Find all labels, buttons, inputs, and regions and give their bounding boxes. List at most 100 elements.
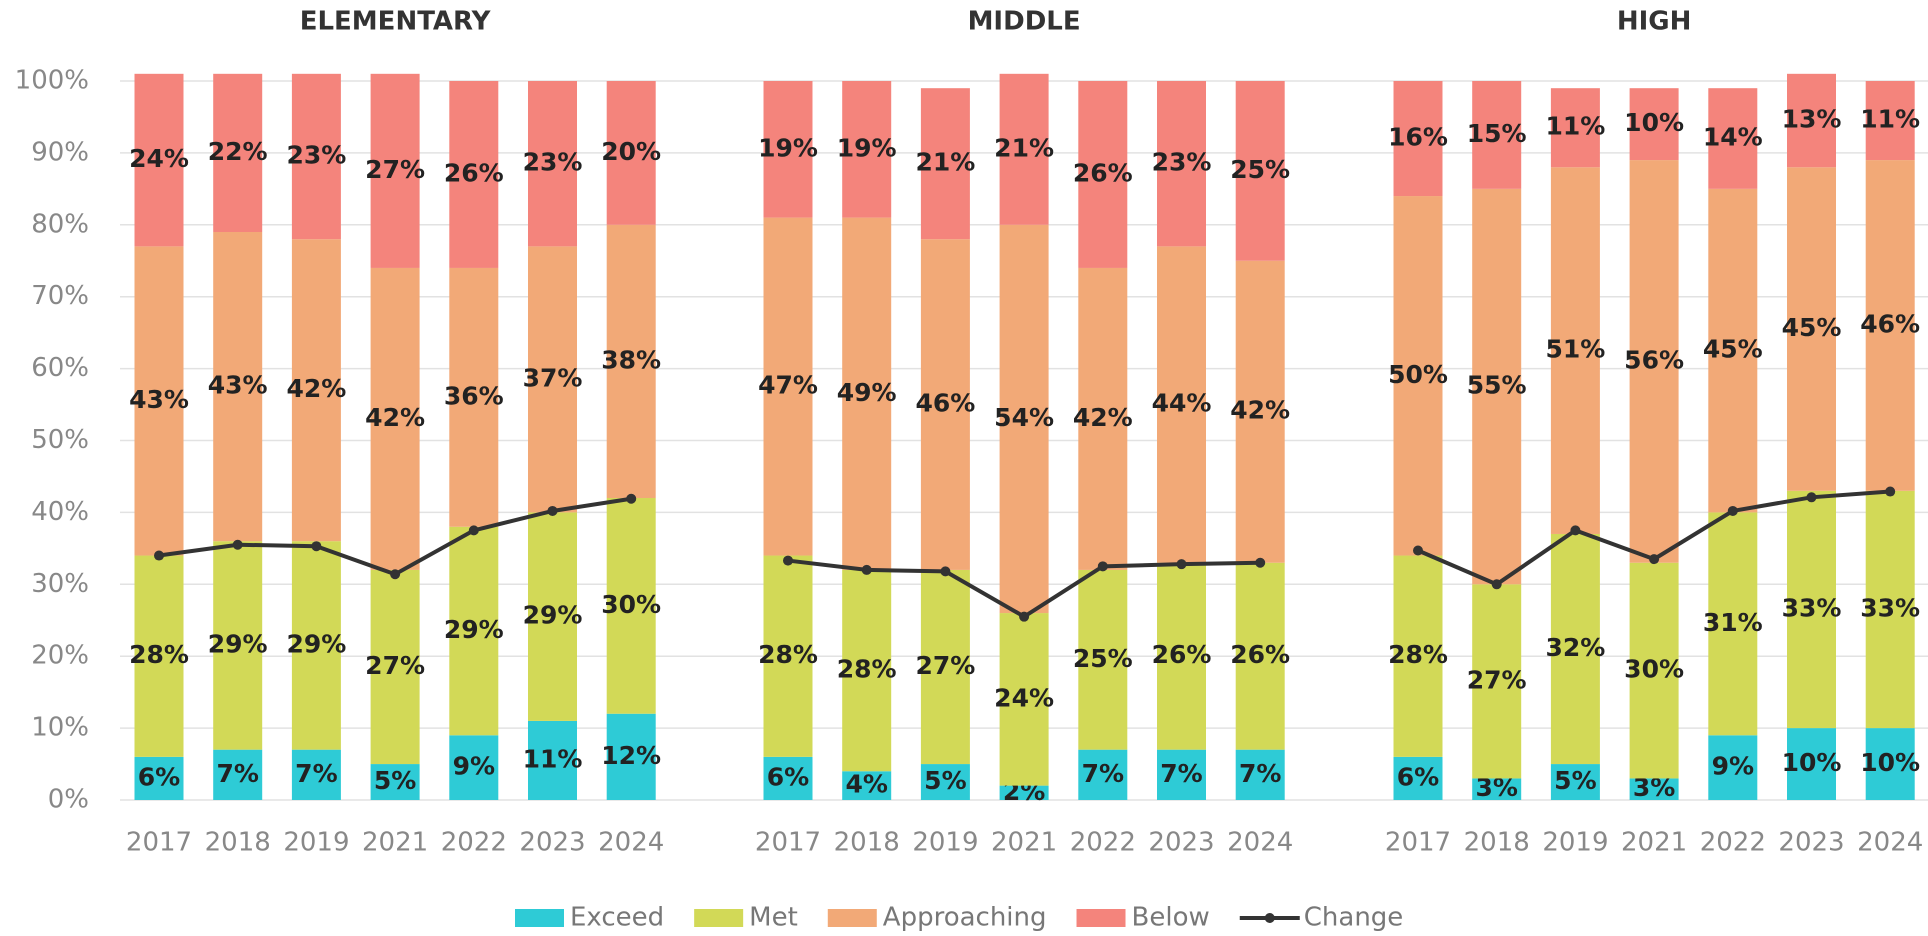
bar-segment (1708, 188, 1758, 513)
y-tick-label: 50% (31, 425, 89, 455)
data-label: 19% (758, 133, 818, 162)
bar-segment (213, 541, 263, 750)
bar-segment (920, 239, 970, 570)
data-label: 56% (1624, 345, 1684, 374)
data-label: 14% (1703, 123, 1763, 152)
data-label: 51% (1545, 335, 1605, 364)
data-label: 50% (1388, 360, 1448, 389)
data-label: 28% (1388, 640, 1448, 669)
data-label: 54% (994, 403, 1054, 432)
x-tick-label: 2019 (283, 828, 349, 858)
x-tick-label: 2024 (1227, 828, 1293, 858)
bar-segment (1157, 562, 1206, 750)
data-label: 27% (915, 651, 975, 680)
bar-segment (134, 73, 184, 247)
bar-segment (1629, 88, 1679, 161)
data-label: 7% (1082, 759, 1124, 788)
data-label: 27% (365, 155, 425, 184)
data-label: 28% (837, 655, 897, 684)
bar-segment (1787, 167, 1836, 491)
change-point (626, 493, 637, 504)
data-label: 46% (915, 389, 975, 418)
bar-segment (1157, 246, 1206, 563)
x-tick-label: 2023 (1148, 828, 1214, 858)
bar-segment (763, 217, 813, 556)
bar-segment (1629, 778, 1679, 800)
data-label: 16% (1388, 123, 1448, 152)
bar-segment (528, 512, 577, 721)
x-tick-label: 2023 (1778, 828, 1844, 858)
data-label: 28% (758, 640, 818, 669)
data-label: 27% (1467, 665, 1527, 694)
data-label: 19% (837, 133, 897, 162)
change-point (1649, 554, 1660, 565)
data-label: 23% (523, 148, 583, 177)
data-label: 29% (523, 601, 583, 630)
x-tick-label: 2017 (1385, 828, 1451, 858)
bar-segment (1550, 764, 1600, 800)
change-point (1727, 505, 1738, 516)
data-label: 45% (1703, 335, 1763, 364)
bar-segment (213, 749, 263, 800)
data-label: 37% (523, 363, 583, 392)
data-label: 7% (216, 759, 258, 788)
data-label: 44% (1152, 389, 1212, 418)
bar-segment (1235, 749, 1285, 800)
data-label: 5% (1554, 766, 1596, 795)
data-label: 4% (845, 770, 887, 799)
data-label: 26% (1073, 158, 1133, 187)
data-label: 6% (767, 762, 809, 791)
data-label: 10% (1624, 108, 1684, 137)
change-point (468, 525, 479, 536)
bar-segment (1393, 81, 1443, 197)
data-label: 20% (601, 137, 661, 166)
bar-segment (213, 231, 263, 542)
y-tick-label: 60% (31, 353, 89, 383)
y-tick-label: 70% (31, 281, 89, 311)
data-label: 43% (129, 385, 189, 414)
panel-title: ELEMENTARY (300, 7, 492, 37)
bar-segment (763, 756, 813, 800)
change-point (783, 555, 793, 566)
data-label: 11% (523, 744, 583, 773)
bar-segment (606, 81, 656, 225)
change-point (1019, 611, 1030, 622)
bar-segment (1629, 562, 1679, 779)
y-tick-label: 20% (31, 641, 89, 671)
change-point (547, 505, 558, 516)
data-label: 55% (1467, 371, 1527, 400)
x-tick-label: 2019 (912, 828, 978, 858)
bar-segment (528, 81, 577, 247)
bar-segment (1708, 512, 1758, 736)
data-label: 49% (837, 378, 897, 407)
change-point (1176, 559, 1187, 570)
bar-segment (449, 735, 499, 800)
bar-segment (1157, 81, 1206, 247)
bar-segment (1472, 778, 1522, 800)
bar-segment (134, 555, 184, 757)
bar-segment (1787, 490, 1836, 729)
x-tick-label: 2019 (1542, 828, 1608, 858)
bar-segment (1550, 88, 1600, 168)
x-tick-label: 2018 (1464, 828, 1530, 858)
bar-segment (291, 541, 341, 750)
change-point (232, 539, 243, 550)
data-label: 46% (1860, 309, 1920, 338)
data-label: 11% (1545, 112, 1605, 141)
bar-segment (1865, 728, 1915, 800)
data-label: 21% (994, 133, 1054, 162)
bar-segment (842, 771, 892, 800)
bar-segment (1472, 188, 1522, 585)
bar-segment (1393, 196, 1443, 556)
data-label: 26% (444, 158, 504, 187)
bar-segment (1708, 88, 1758, 189)
data-label: 13% (1782, 105, 1842, 134)
data-label: 6% (1397, 762, 1439, 791)
y-tick-label: 10% (31, 713, 89, 743)
y-tick-label: 40% (31, 497, 89, 527)
x-tick-label: 2022 (1070, 828, 1136, 858)
bar-segment (291, 749, 341, 800)
bar-segment (370, 73, 420, 268)
bar-segment (1865, 81, 1915, 161)
x-tick-label: 2021 (362, 828, 428, 858)
